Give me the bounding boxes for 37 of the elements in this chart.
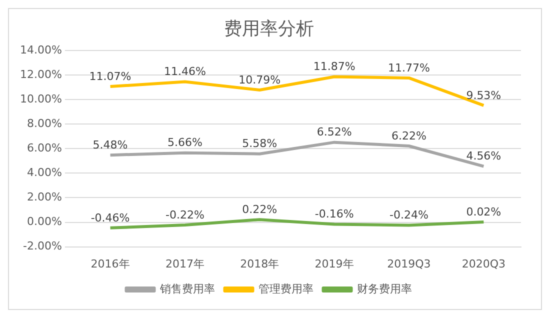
data-label: 9.53% [466,88,502,102]
data-label: -0.22% [165,208,204,222]
y-tick-label: 10.00% [20,92,62,106]
data-label: 11.77% [388,61,430,74]
x-tick-label: 2017年 [165,257,204,270]
data-label: 11.46% [164,65,206,78]
x-tick-label: 2020Q3 [462,257,506,270]
legend-label: 财务费用率 [356,282,412,296]
x-tick-label: 2018年 [240,257,280,270]
legend-label: 销售费用率 [158,282,215,296]
data-label: 6.22% [392,129,426,142]
data-label: 5.48% [92,138,128,152]
data-label: 0.02% [466,205,502,218]
data-label: 5.66% [167,136,202,150]
x-tick-label: 2019年 [314,257,354,270]
y-tick-label: 0.00% [26,215,62,228]
y-tick-label: 6.00% [26,142,62,155]
data-label: 0.22% [242,202,278,216]
data-label: -0.24% [390,208,428,222]
y-tick-label: 2.00% [26,190,62,204]
data-label: 11.87% [313,60,356,74]
y-tick-label: -2.00% [23,240,62,253]
y-tick-label: 8.00% [26,117,62,130]
x-tick-label: 2016年 [90,257,130,270]
data-label: 5.58% [242,137,278,150]
data-label: 11.07% [89,70,132,83]
y-tick-label: 14.00% [20,43,62,56]
y-tick-label: 12.00% [20,68,62,81]
data-label: 4.56% [466,150,502,163]
data-label: 10.79% [238,73,281,86]
data-label: -0.46% [90,211,130,224]
legend-label: 管理费用率 [258,282,314,296]
x-tick-label: 2019Q3 [387,257,431,270]
data-label: -0.16% [314,208,354,221]
data-label: 6.52% [316,126,352,139]
chart-title: 费用率分析 [224,18,314,40]
y-tick-label: 4.00% [26,166,62,180]
